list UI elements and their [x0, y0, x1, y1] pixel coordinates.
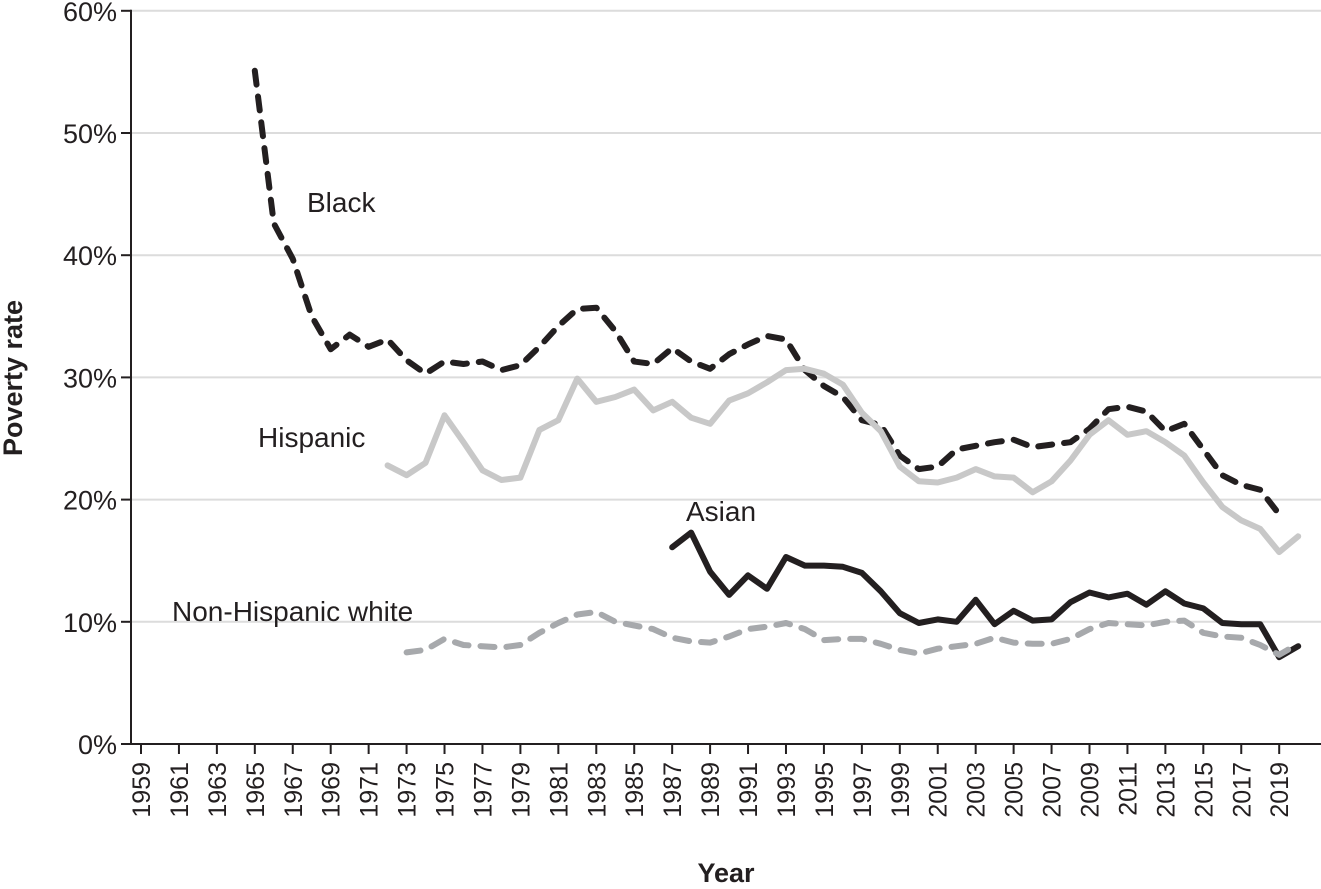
x-tick-label: 2003 — [963, 762, 991, 818]
x-tick-label: 1965 — [242, 762, 270, 818]
x-tick-label: 1997 — [849, 762, 877, 818]
x-tick-label: 2005 — [1001, 762, 1029, 818]
x-tick-label: 1963 — [204, 762, 232, 818]
x-tick-label: 1979 — [507, 762, 535, 818]
x-tick-label: 1975 — [432, 762, 460, 818]
x-tick-label: 2001 — [925, 762, 953, 818]
x-tick-label: 2019 — [1266, 762, 1294, 818]
y-tick-label: 40% — [63, 241, 117, 271]
x-tick-label: 1973 — [394, 762, 422, 818]
x-tick-label: 1987 — [659, 762, 687, 818]
x-tick-label: 1985 — [621, 762, 649, 818]
x-tick-label: 1981 — [545, 762, 573, 818]
series-label-non-hispanic-white: Non-Hispanic white — [172, 596, 413, 627]
y-tick-label: 60% — [63, 0, 117, 27]
x-tick-label: 1969 — [318, 762, 346, 818]
x-tick-label: 1961 — [166, 762, 194, 818]
x-tick-label: 1983 — [583, 762, 611, 818]
series-labels: Black Hispanic Asian Non-Hispanic white — [172, 187, 756, 627]
y-tick-label: 20% — [63, 486, 117, 516]
x-tick-label: 1995 — [811, 762, 839, 818]
series-line-asian — [669, 529, 1302, 661]
x-tick-label: 2009 — [1077, 762, 1105, 818]
x-tick-label: 1993 — [773, 762, 801, 818]
x-tick-label: 1977 — [469, 762, 497, 818]
x-tick-label: 2017 — [1228, 762, 1256, 818]
y-tick-label: 10% — [63, 608, 117, 638]
series-label-hispanic: Hispanic — [258, 422, 365, 453]
y-tick-label: 50% — [63, 119, 117, 149]
y-tick-label: 30% — [63, 363, 117, 393]
x-tick-label: 1991 — [735, 762, 763, 818]
x-tick-label: 2015 — [1190, 762, 1218, 818]
x-tick-label: 1967 — [280, 762, 308, 818]
x-tick-label: 2013 — [1152, 762, 1180, 818]
x-tick-label: 2011 — [1114, 762, 1142, 816]
x-tick-label: 1959 — [128, 762, 156, 818]
series-line-black — [251, 67, 1283, 518]
gridlines — [131, 9, 1321, 623]
series-label-black: Black — [307, 187, 376, 218]
x-axis-title: Year — [697, 858, 755, 884]
x-tick-label: 1999 — [887, 762, 915, 818]
x-tick-label: 1971 — [356, 762, 384, 818]
y-axis-title: Poverty rate — [0, 300, 28, 456]
series-line-non-hispanic-white — [403, 609, 1302, 658]
x-tick-label: 2007 — [1039, 762, 1067, 818]
series-line-hispanic — [384, 365, 1302, 556]
y-tick-label: 0% — [78, 730, 117, 760]
axes: 0% 10% 20% 30% 40% 50% 60% 1959 1961 1963 1965 1967… — [63, 0, 1321, 818]
x-tick-label: 1989 — [697, 762, 725, 818]
series-lines — [251, 67, 1302, 661]
series-label-asian: Asian — [686, 496, 756, 527]
